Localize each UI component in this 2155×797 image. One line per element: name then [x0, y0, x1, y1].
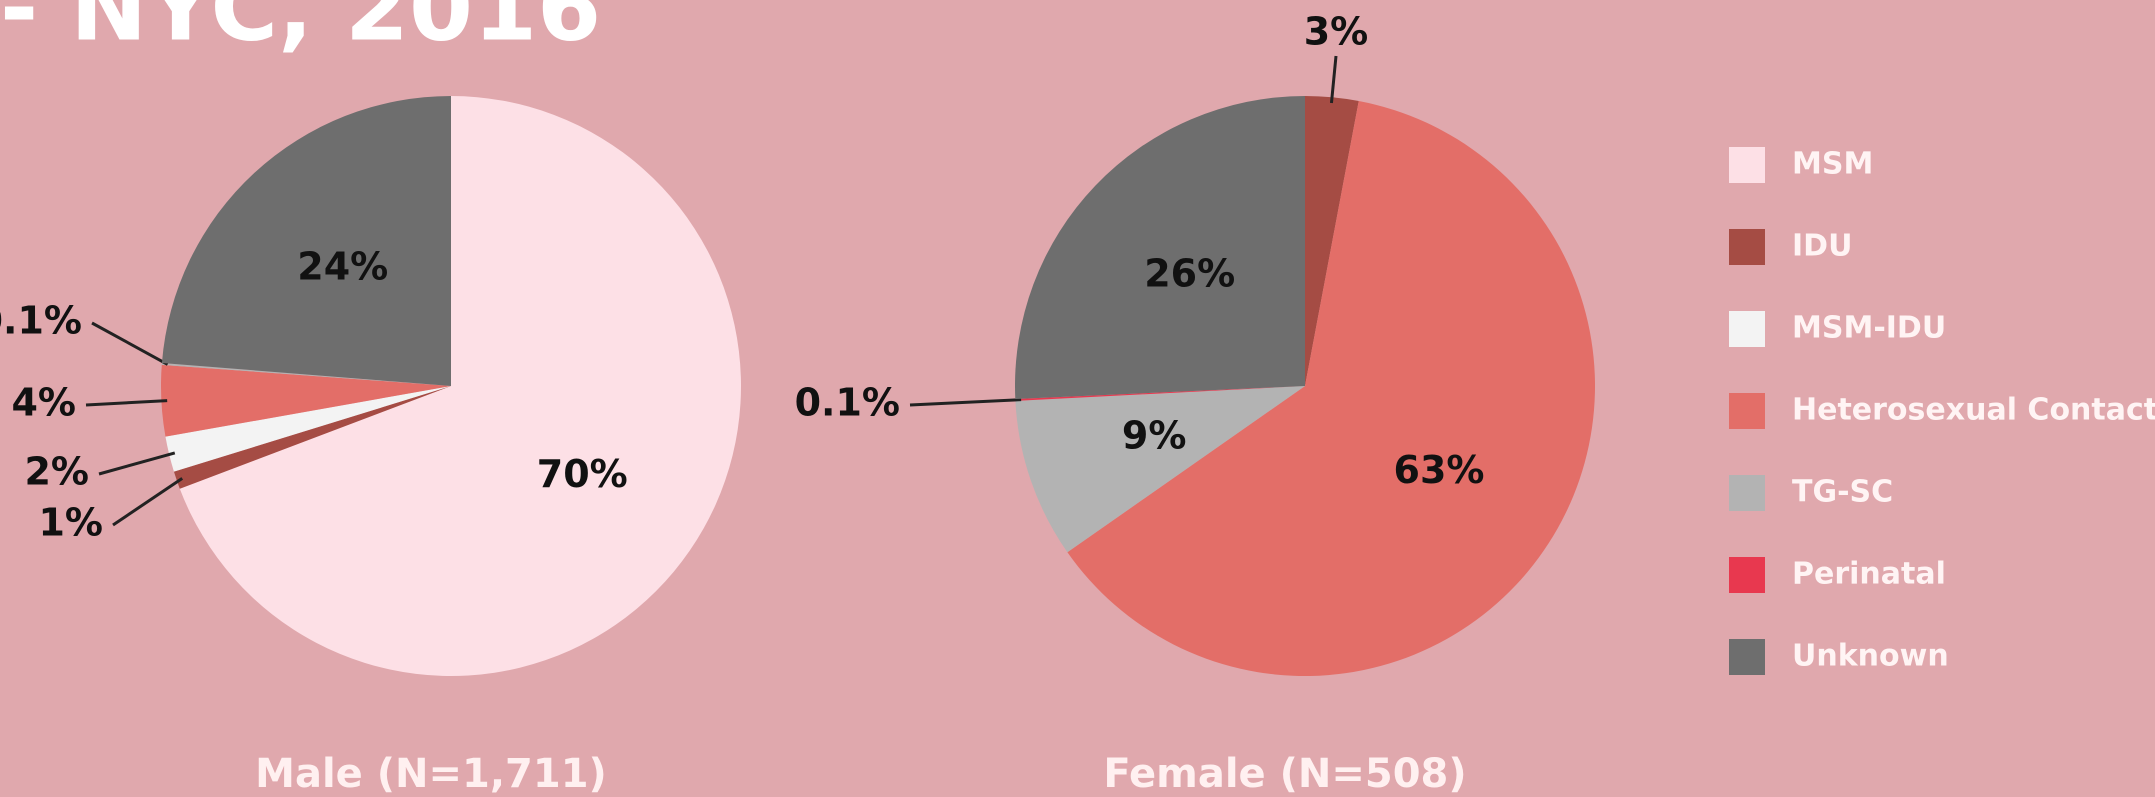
legend-swatch [1729, 557, 1765, 593]
legend-label: TG-SC [1792, 475, 1893, 510]
leader-line [91, 321, 169, 366]
pie-slice [1015, 386, 1305, 401]
pie-slice [1015, 96, 1305, 400]
pie-slice [1305, 96, 1359, 386]
pie-slice [1015, 386, 1305, 553]
leader-line [98, 451, 176, 476]
legend-swatch [1729, 393, 1765, 429]
leader-line [1329, 55, 1338, 104]
pie-slice [161, 364, 451, 437]
pie-slice [161, 363, 451, 386]
legend-label: Unknown [1792, 639, 1949, 674]
data-label: 63% [1394, 448, 1485, 492]
legend-label: IDU [1792, 229, 1852, 264]
data-label: 70% [537, 452, 628, 496]
chart-title: - NYC, 2016 [0, 0, 601, 61]
data-label: 2% [24, 450, 89, 494]
pie-slice [161, 96, 451, 386]
data-label: 0.1% [795, 381, 900, 425]
legend-swatch [1729, 229, 1765, 265]
data-label: 24% [297, 244, 388, 288]
data-label: 1% [38, 501, 103, 545]
data-label: 0.1% [0, 299, 82, 343]
legend-label: MSM-IDU [1792, 311, 1946, 346]
legend-swatch [1729, 475, 1765, 511]
legend-label: Perinatal [1792, 557, 1946, 592]
leader-line [909, 398, 1022, 407]
legend-swatch [1729, 639, 1765, 675]
data-label: 4% [11, 381, 76, 425]
leader-line [85, 399, 168, 407]
data-label: 3% [1304, 10, 1369, 54]
pie-label: Female (N=508) [1103, 751, 1466, 797]
legend-swatch [1729, 311, 1765, 347]
legend-swatch [1729, 147, 1765, 183]
pie-label: Male (N=1,711) [255, 751, 607, 797]
data-label: 26% [1144, 251, 1235, 295]
pie-slice [1067, 101, 1595, 677]
leader-line [112, 477, 184, 527]
data-label: 9% [1122, 413, 1187, 457]
pie-slice [165, 386, 451, 472]
pie-slice [173, 386, 452, 489]
pie-slice [179, 96, 741, 676]
legend-label: Heterosexual Contact [1792, 393, 2155, 428]
legend-label: MSM [1792, 147, 1873, 182]
